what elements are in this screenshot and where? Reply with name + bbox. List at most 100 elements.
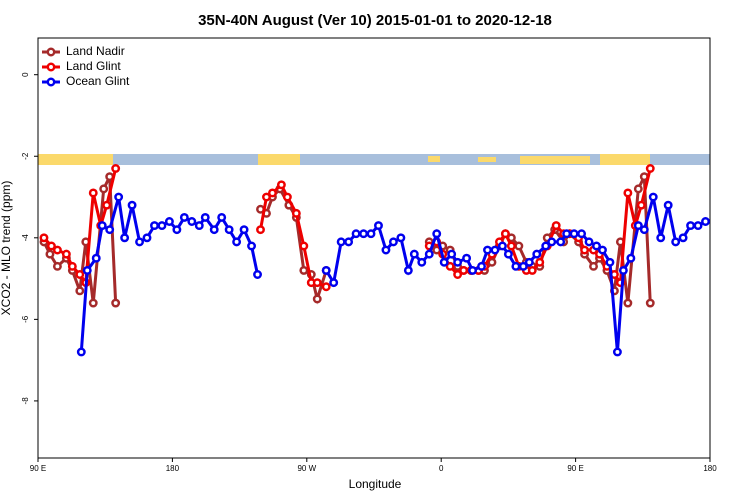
point [88,298,98,308]
point [344,237,354,247]
legend-label: Ocean Glint [66,74,130,88]
point [268,188,277,198]
point [592,241,601,251]
point [432,229,442,239]
point [172,225,182,235]
point [639,225,649,235]
point [541,241,551,251]
point [468,265,478,275]
point [551,221,561,231]
point [598,245,607,255]
point [99,184,109,194]
point [500,229,510,239]
point [577,229,587,239]
y-tick-label: -2 [21,152,30,160]
point [490,245,500,255]
point [396,233,406,243]
land-patch [600,154,650,165]
land-patch [428,156,440,162]
point [518,261,528,271]
point [336,237,346,247]
point [556,237,566,247]
legend-marker [46,77,56,87]
point [693,221,703,231]
y-axis-label: XCO2 - MLO trend (ppm) [0,181,13,316]
point [194,221,204,231]
point [209,225,219,235]
point [409,249,419,259]
point [447,249,457,259]
point [605,257,615,267]
point [321,282,331,292]
point [282,192,292,202]
point [111,298,121,308]
point [142,233,152,243]
point [312,278,322,288]
point [483,245,492,255]
point [299,241,309,251]
point [374,221,383,231]
x-tick-label: 0 [439,464,444,473]
point [671,237,681,247]
point [82,265,92,275]
point [102,200,112,210]
land-patch [38,154,113,165]
point [291,208,301,218]
point [88,188,98,198]
point [91,253,101,263]
point [445,261,455,271]
point [97,221,107,231]
land-patch [258,154,300,165]
point [701,217,710,226]
land-patch [520,156,590,164]
legend-label: Land Glint [66,59,121,73]
point [351,229,361,239]
x-tick-label: 90 E [567,464,583,473]
point [135,237,144,247]
legend-label: Land Nadir [66,44,125,58]
point [547,237,557,247]
point [45,249,55,259]
point [580,245,590,255]
point [381,245,391,255]
point [506,241,516,251]
point [52,261,62,271]
land-patch [478,157,496,162]
x-tick-label: 90 W [297,464,316,473]
point [511,261,521,271]
point [67,261,77,271]
point [678,233,688,243]
point [459,265,469,275]
point [200,212,210,222]
x-tick-label: 180 [703,464,717,473]
point [46,241,56,251]
point [164,217,174,226]
point [120,233,130,243]
point [299,265,309,275]
point [623,298,633,308]
point [239,225,249,235]
point [366,229,376,239]
point [636,200,646,210]
point [589,261,598,271]
point [648,192,658,202]
point [321,265,331,275]
point [686,221,696,231]
point [623,188,633,198]
point [114,192,124,202]
point [477,261,486,271]
point [403,265,413,275]
point [224,225,234,235]
point [276,180,286,190]
point [256,225,265,235]
point [569,229,579,239]
point [157,221,167,231]
point [562,229,572,239]
point [61,249,71,259]
point [253,270,262,279]
point [524,257,534,267]
point [453,257,463,267]
point [453,270,463,279]
